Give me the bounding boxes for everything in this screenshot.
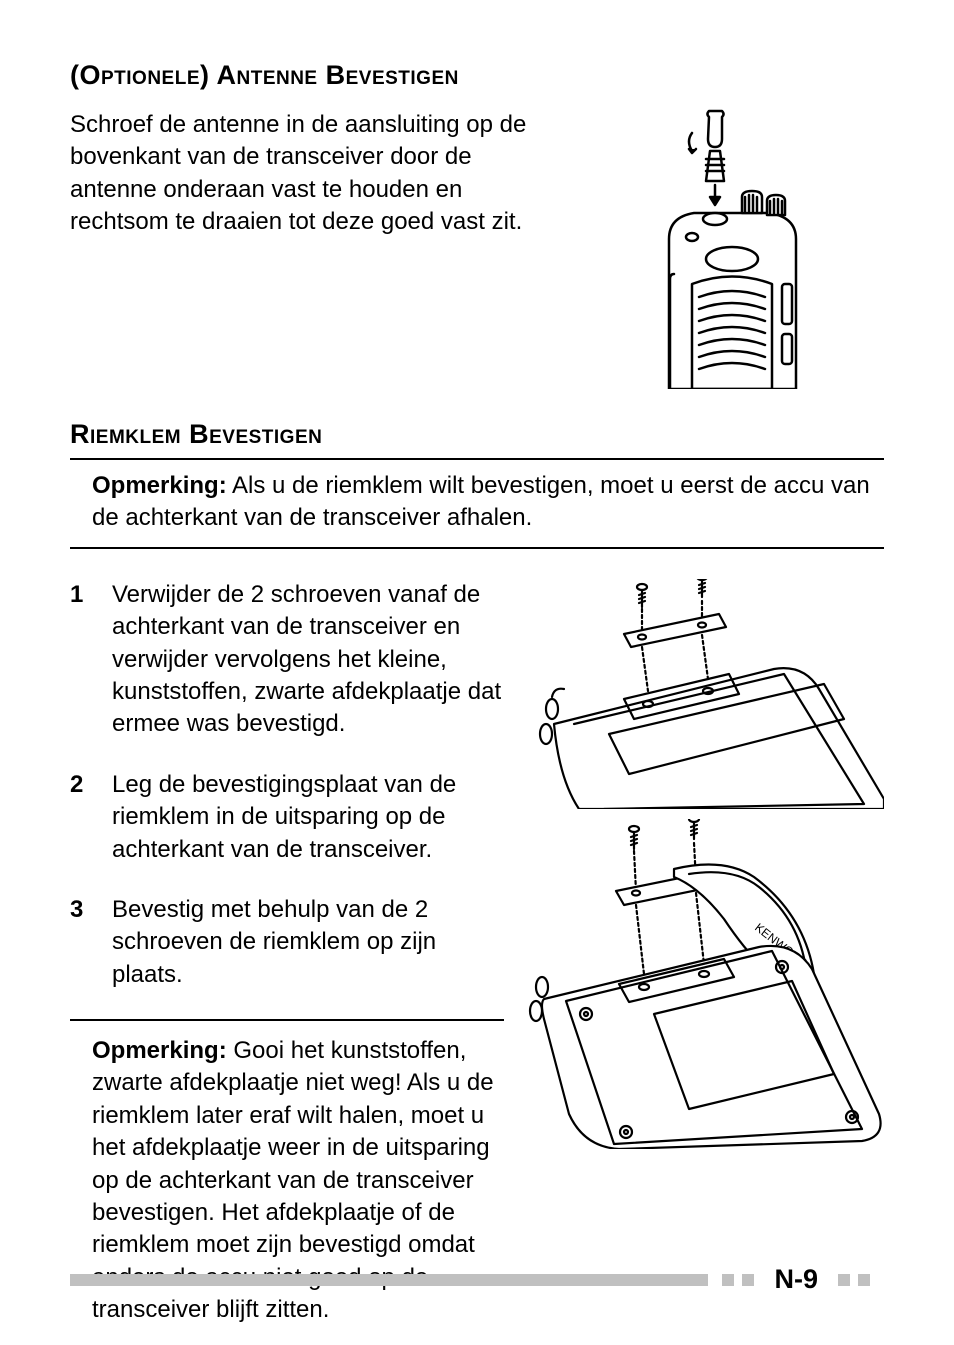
footer-squares-right bbox=[838, 1274, 870, 1286]
step-3-text: Bevestig met behulp van de 2 schroeven d… bbox=[112, 894, 504, 991]
steps-row: 1 Verwijder de 2 schroeven vanaf de acht… bbox=[70, 579, 884, 1327]
section1-row: Schroef de antenne in de aansluiting op … bbox=[70, 109, 884, 389]
step-3-number: 3 bbox=[70, 894, 92, 991]
illustrations-column: KENWOOD bbox=[524, 579, 884, 1327]
footer-squares-left bbox=[722, 1274, 754, 1286]
note1-content: Opmerking: Als u de riemklem wilt bevest… bbox=[92, 472, 870, 531]
antenna-install-icon bbox=[614, 109, 834, 389]
step-2: 2 Leg de bevestigingsplaat van de riemkl… bbox=[70, 769, 504, 866]
note1-label: Opmerking: bbox=[92, 472, 227, 499]
step-2-text: Leg de bevestigingsplaat van de riemklem… bbox=[112, 769, 504, 866]
note2-label: Opmerking: bbox=[92, 1037, 227, 1064]
step-2-number: 2 bbox=[70, 769, 92, 866]
step-1-text: Verwijder de 2 schroeven vanaf de achter… bbox=[112, 579, 504, 741]
section-belt-clip: Riemklem Bevestigen Opmerking: Als u de … bbox=[70, 419, 884, 1327]
footer-bar bbox=[70, 1274, 708, 1286]
remove-screws-icon bbox=[524, 579, 884, 809]
steps-column: 1 Verwijder de 2 schroeven vanaf de acht… bbox=[70, 579, 504, 1327]
page-number: N-9 bbox=[774, 1264, 818, 1295]
antenna-illustration bbox=[564, 109, 884, 389]
page-footer: N-9 bbox=[70, 1264, 884, 1295]
footer-square bbox=[838, 1274, 850, 1286]
step-1-number: 1 bbox=[70, 579, 92, 741]
section-antenna: (Optionele) Antenne Bevestigen Schroef d… bbox=[70, 60, 884, 389]
heading-belt-clip: Riemklem Bevestigen bbox=[70, 419, 884, 450]
attach-clip-icon: KENWOOD bbox=[524, 819, 884, 1149]
heading-antenna: (Optionele) Antenne Bevestigen bbox=[70, 60, 884, 91]
note-box-1: Opmerking: Als u de riemklem wilt bevest… bbox=[70, 458, 884, 549]
section1-body: Schroef de antenne in de aansluiting op … bbox=[70, 109, 544, 389]
footer-square bbox=[858, 1274, 870, 1286]
step-1: 1 Verwijder de 2 schroeven vanaf de acht… bbox=[70, 579, 504, 741]
footer-square bbox=[722, 1274, 734, 1286]
step-3: 3 Bevestig met behulp van de 2 schroeven… bbox=[70, 894, 504, 991]
footer-square bbox=[742, 1274, 754, 1286]
